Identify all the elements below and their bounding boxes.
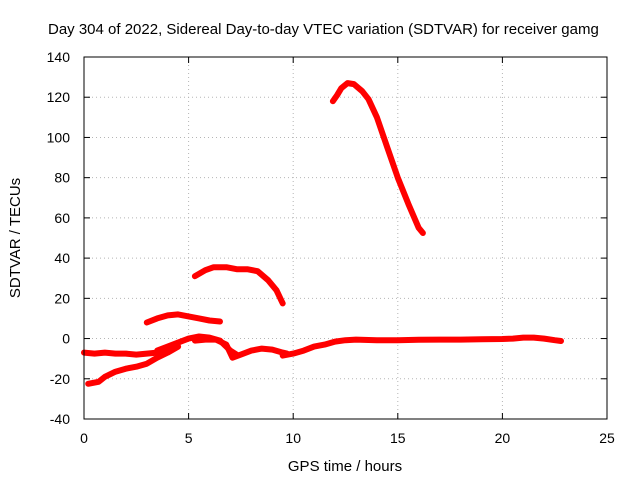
series-line-arc-2 bbox=[85, 343, 182, 387]
y-tick-label: 40 bbox=[54, 250, 70, 266]
grid-lines bbox=[84, 57, 607, 419]
chart-title: Day 304 of 2022, Sidereal Day-to-day VTE… bbox=[48, 21, 599, 38]
data-series bbox=[81, 80, 564, 387]
series-line-arc-5 bbox=[191, 336, 290, 361]
x-tick-label: 25 bbox=[599, 430, 615, 446]
x-axis-label: GPS time / hours bbox=[288, 458, 402, 475]
y-tick-label: 100 bbox=[47, 129, 71, 145]
x-tick-label: 0 bbox=[80, 430, 88, 446]
axis-ticks: 0 5 10 15 20 25 -40 -20 0 20 40 60 80 100 120 140 bbox=[47, 49, 615, 446]
plot-frame bbox=[83, 56, 608, 420]
y-tick-label: 20 bbox=[54, 290, 70, 306]
y-tick-label: 60 bbox=[54, 210, 70, 226]
y-tick-label: -40 bbox=[50, 411, 70, 427]
y-tick-label: 0 bbox=[62, 331, 70, 347]
series-line-arc-3 bbox=[143, 311, 223, 326]
y-tick-label: -20 bbox=[50, 371, 70, 387]
series-line-arc-6 bbox=[191, 264, 286, 307]
series-line-arc-8 bbox=[329, 80, 426, 236]
x-tick-label: 20 bbox=[495, 430, 511, 446]
y-axis-label: SDTVAR / TECUs bbox=[7, 178, 24, 298]
series-line-arc-7 bbox=[279, 334, 564, 359]
y-tick-label: 80 bbox=[54, 170, 70, 186]
x-tick-label: 5 bbox=[185, 430, 193, 446]
x-tick-label: 10 bbox=[285, 430, 301, 446]
x-tick-label: 15 bbox=[390, 430, 406, 446]
y-tick-label: 120 bbox=[47, 89, 71, 105]
y-tick-label: 140 bbox=[47, 49, 71, 65]
